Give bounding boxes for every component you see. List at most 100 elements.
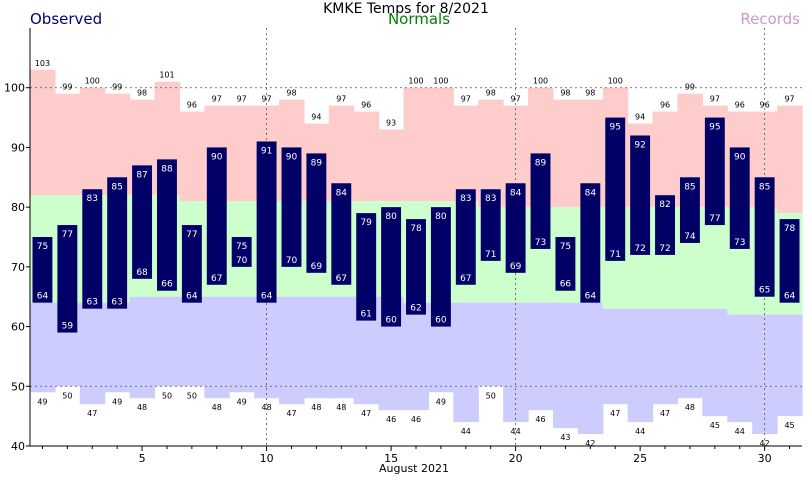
record-low-label: 47 [87, 409, 97, 418]
observed-high-label: 77 [186, 230, 197, 240]
record-high-band [552, 99, 579, 208]
record-low-band [777, 314, 803, 417]
observed-low-label: 64 [186, 292, 198, 302]
observed-bar [480, 189, 501, 261]
y-tick-label: 80 [11, 201, 25, 214]
record-low-band [104, 302, 131, 393]
record-low-band [652, 308, 679, 405]
record-low-band [577, 302, 604, 435]
record-high-label: 98 [137, 89, 147, 98]
record-high-label: 96 [660, 101, 670, 110]
observed-bar [57, 225, 78, 333]
record-low-band [303, 296, 330, 399]
record-low-label: 45 [710, 421, 720, 430]
record-high-label: 99 [62, 83, 72, 92]
record-low-band [528, 302, 554, 411]
observed-high-label: 92 [634, 140, 645, 150]
record-low-band [328, 296, 355, 399]
record-high-band [428, 87, 454, 202]
observed-low-label: 77 [709, 214, 720, 224]
observed-low-label: 60 [435, 316, 447, 326]
record-high-label: 100 [408, 77, 423, 86]
observed-high-label: 83 [460, 194, 471, 204]
record-low-label: 44 [511, 427, 521, 436]
record-high-label: 97 [710, 95, 720, 104]
record-low-label: 44 [635, 427, 645, 436]
observed-low-label: 61 [360, 310, 371, 320]
observed-low-label: 73 [734, 238, 745, 248]
observed-low-label: 64 [784, 292, 796, 302]
observed-low-label: 74 [684, 232, 696, 242]
observed-high-label: 91 [261, 146, 272, 156]
observed-high-label: 90 [286, 152, 298, 162]
record-high-label: 97 [511, 95, 521, 104]
observed-high-label: 95 [709, 123, 720, 133]
observed-bar [505, 183, 526, 273]
observed-bar [430, 207, 451, 327]
record-high-label: 97 [784, 95, 794, 104]
record-high-label: 97 [336, 95, 346, 104]
observed-bar [455, 189, 476, 285]
record-high-label: 103 [35, 59, 50, 68]
observed-low-label: 72 [634, 244, 645, 254]
record-low-label: 46 [386, 415, 396, 424]
record-low-label: 43 [560, 433, 570, 442]
observed-bar [356, 213, 377, 321]
record-low-label: 49 [112, 397, 122, 406]
observed-low-label: 72 [659, 244, 670, 254]
record-low-label: 48 [137, 403, 147, 412]
observed-low-label: 63 [87, 298, 98, 308]
observed-bar [655, 195, 675, 255]
record-low-label: 47 [286, 409, 296, 418]
record-low-label: 44 [461, 427, 471, 436]
observed-high-label: 84 [510, 188, 522, 198]
observed-bar [754, 177, 775, 297]
record-low-band [79, 302, 106, 405]
axes-layer: 40 50 60 70 80 90 100 5 10 15 20 25 30 [4, 28, 802, 465]
record-high-band [54, 93, 81, 196]
x-tick-label: 30 [758, 452, 772, 465]
observed-low-label: 69 [311, 262, 323, 272]
record-high-label: 96 [735, 101, 745, 110]
record-low-band [602, 308, 629, 405]
record-low-label: 49 [436, 397, 446, 406]
y-tick-label: 100 [4, 82, 25, 95]
chart-title: KMKE Temps for 8/2021 [323, 1, 489, 17]
record-high-band [353, 111, 380, 202]
observed-low-label: 64 [261, 292, 273, 302]
observed-bar [231, 237, 252, 267]
record-low-label: 46 [535, 415, 545, 424]
legend-normals: Normals [388, 10, 450, 28]
y-tick-label: 40 [11, 440, 25, 453]
record-low-label: 46 [411, 415, 421, 424]
y-tick-label: 90 [11, 141, 25, 154]
record-low-label: 42 [760, 439, 770, 448]
record-low-band [702, 308, 728, 417]
observed-high-label: 85 [684, 182, 695, 192]
x-tick-label: 5 [139, 452, 146, 465]
record-high-label: 96 [361, 101, 371, 110]
record-high-label: 96 [187, 101, 197, 110]
observed-low-label: 73 [535, 238, 546, 248]
record-high-band [403, 87, 430, 202]
y-tick-label: 70 [11, 261, 25, 274]
observed-low-label: 60 [385, 316, 397, 326]
observed-bar [181, 225, 202, 303]
observed-low-label: 71 [609, 250, 620, 260]
observed-high-label: 84 [336, 188, 348, 198]
labels-layer: 75 64 103 49 77 59 99 50 83 63 100 47 85 63 99 49 87 68 98… [35, 59, 796, 448]
observed-high-label: 77 [62, 230, 73, 240]
record-low-label: 50 [162, 391, 172, 400]
observed-bar [281, 147, 302, 267]
x-tick-label: 15 [384, 452, 398, 465]
observed-high-label: 80 [385, 212, 397, 222]
observed-bar [32, 237, 53, 303]
observed-low-label: 67 [460, 274, 471, 284]
record-high-band [79, 87, 106, 196]
observed-bar [580, 183, 601, 303]
record-high-band [453, 105, 479, 202]
legend-observed: Observed [30, 10, 102, 28]
record-high-band [30, 69, 56, 196]
record-high-label: 96 [760, 101, 770, 110]
